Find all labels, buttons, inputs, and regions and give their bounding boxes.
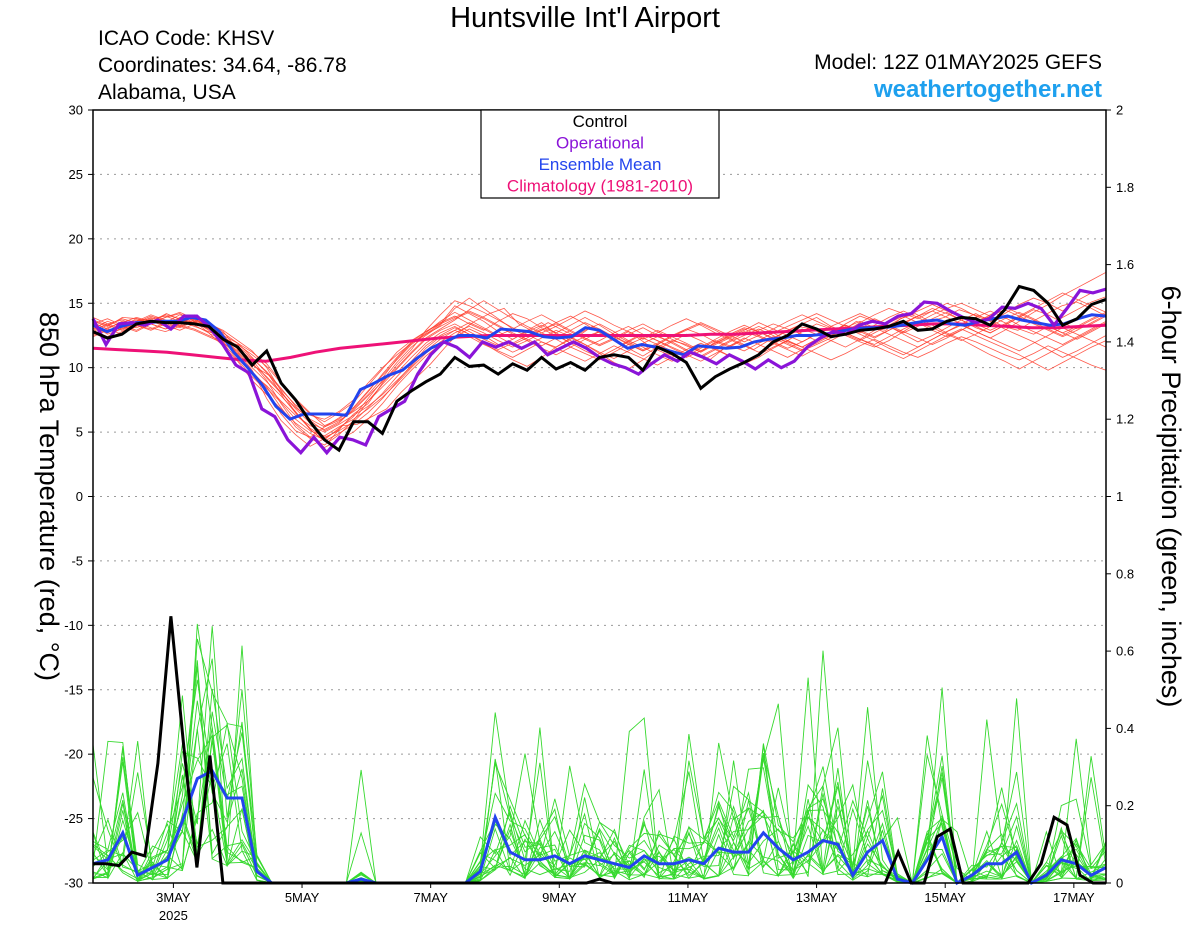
precip-member-line [92,724,1107,884]
legend-entry: Climatology (1981-2010) [507,177,693,196]
x-tick-label: 7MAY [413,890,448,905]
left-tick-label: 25 [69,167,83,182]
left-tick-label: -5 [71,553,83,568]
x-tick-label: 5MAY [285,890,320,905]
x-tick-year-label: 2025 [159,908,188,923]
left-tick-label: -30 [64,876,83,891]
model-run-label: Model: 12Z 01MAY2025 GEFS [814,51,1102,74]
left-tick-label: -15 [64,682,83,697]
legend-entry: Ensemble Mean [539,155,662,174]
left-tick-label: 30 [69,103,83,118]
temperature-member-line [92,309,1107,446]
right-tick-label: 1.2 [1116,412,1134,427]
temperature-member-line [92,307,1107,448]
grid-lines [93,173,1106,820]
right-tick-label: 1 [1116,489,1123,504]
x-tick-label: 13MAY [796,890,838,905]
left-tick-label: -20 [64,747,83,762]
temperature-ensemble-mean-line [92,313,1107,421]
right-tick-label: 1.4 [1116,334,1134,349]
coordinates-label: Coordinates: 34.64, -86.78 [98,54,347,77]
climatology-line [92,322,1107,363]
x-tick-label: 11MAY [668,890,709,905]
website-link[interactable]: weathertogether.net [873,76,1102,103]
temperature-member-line [92,316,1107,442]
left-axis-title: 850 hPa Temperature (red, °C) [34,312,64,681]
axes: -30-25-20-15-10-505101520253000.20.40.60… [34,103,1186,924]
precip-member-line [92,660,1107,884]
left-tick-label: 5 [76,425,83,440]
right-tick-label: 1.8 [1116,180,1134,195]
legend-entry: Operational [556,134,644,153]
left-tick-label: 10 [69,360,83,375]
left-tick-label: 0 [76,489,83,504]
precip-member-line [92,679,1107,885]
right-tick-label: 1.6 [1116,257,1134,272]
region-label: Alabama, USA [98,81,236,104]
highlight-series [91,284,1107,886]
left-tick-label: 15 [69,296,83,311]
right-tick-label: 0.6 [1116,644,1134,659]
right-tick-label: 0.8 [1116,566,1134,581]
x-tick-label: 9MAY [542,890,577,905]
icao-code-label: ICAO Code: KHSV [98,27,275,50]
left-tick-label: 20 [69,231,83,246]
x-tick-label: 3MAY [156,890,191,905]
right-tick-label: 0.4 [1116,721,1134,736]
left-tick-label: -10 [64,618,83,633]
chart-title: Huntsville Int'l Airport [450,2,720,34]
x-tick-label: 17MAY [1053,890,1095,905]
x-tick-label: 15MAY [924,890,966,905]
legend: Control Operational Ensemble Mean Climatolo… [480,109,720,199]
right-axis-title: 6-hour Precipitation (green, inches) [1156,286,1186,708]
right-tick-label: 2 [1116,103,1123,118]
precip-member-line [92,740,1107,884]
left-tick-label: -25 [64,811,83,826]
temperature-member-line [92,311,1107,432]
precip-ensemble-mean-line [92,768,1107,886]
legend-entry: Control [573,112,628,131]
operational-line [91,287,1107,456]
legend-box [480,109,720,199]
temperature-member-line [92,271,1107,447]
right-tick-label: 0 [1116,876,1123,891]
temperature-control-line [92,284,1107,453]
right-tick-label: 0.2 [1116,798,1134,813]
